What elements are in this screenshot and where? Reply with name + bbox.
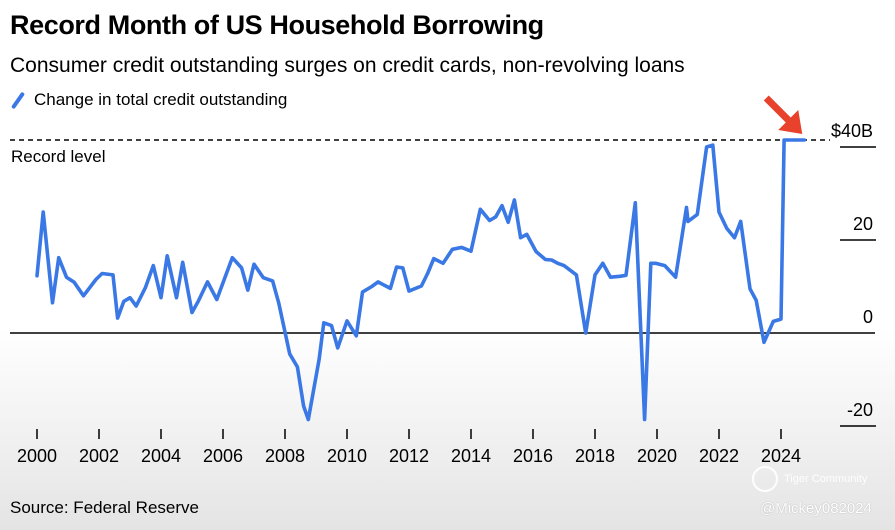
tiger-logo-icon — [752, 466, 778, 492]
line-chart: Record level $40B 20 0 -20 2000 2002 2004 2006 20… — [10, 95, 876, 466]
x-tick-label: 2014 — [451, 446, 491, 466]
x-tick-label: 2008 — [265, 446, 305, 466]
legend-label: Change in total credit outstanding — [34, 90, 288, 109]
chart-subtitle: Consumer credit outstanding surges on cr… — [10, 54, 685, 77]
watermark-community: Tiger Community — [752, 466, 867, 492]
x-tick-label: 2024 — [761, 446, 801, 466]
y-tick-label: -20 — [847, 400, 873, 420]
record-arrow-shaft — [763, 95, 793, 125]
series-line — [35, 138, 807, 422]
label-layer: Record level $40B 20 0 -20 2000 2002 2004 2006 20… — [11, 95, 873, 466]
chart-legend: Change in total credit outstanding — [10, 90, 287, 110]
x-tick-label: 2022 — [699, 446, 739, 466]
x-tick-label: 2006 — [203, 446, 243, 466]
record-arrow-icon — [763, 95, 803, 135]
x-tick-label: 2016 — [513, 446, 553, 466]
x-tick-label: 2000 — [17, 446, 57, 466]
watermark-user: @Mickey082024 — [760, 500, 872, 517]
x-tick-label: 2004 — [141, 446, 181, 466]
x-tick-label: 2002 — [79, 446, 119, 466]
x-tick-label: 2012 — [389, 446, 429, 466]
record-arrow-head — [778, 110, 803, 135]
y-tick-label: 0 — [863, 307, 873, 327]
source-note: Source: Federal Reserve — [10, 498, 199, 517]
series-layer — [35, 138, 807, 422]
watermark-community-label: Tiger Community — [784, 473, 868, 485]
grid-layer — [10, 139, 876, 439]
chart-title: Record Month of US Household Borrowing — [10, 10, 544, 40]
record-level-label: Record level — [11, 147, 106, 166]
x-tick-label: 2010 — [327, 446, 367, 466]
x-tick-label: 2018 — [575, 446, 615, 466]
y-tick-label: $40B — [831, 121, 873, 141]
y-tick-label: 20 — [853, 214, 873, 234]
x-tick-label: 2020 — [637, 446, 677, 466]
